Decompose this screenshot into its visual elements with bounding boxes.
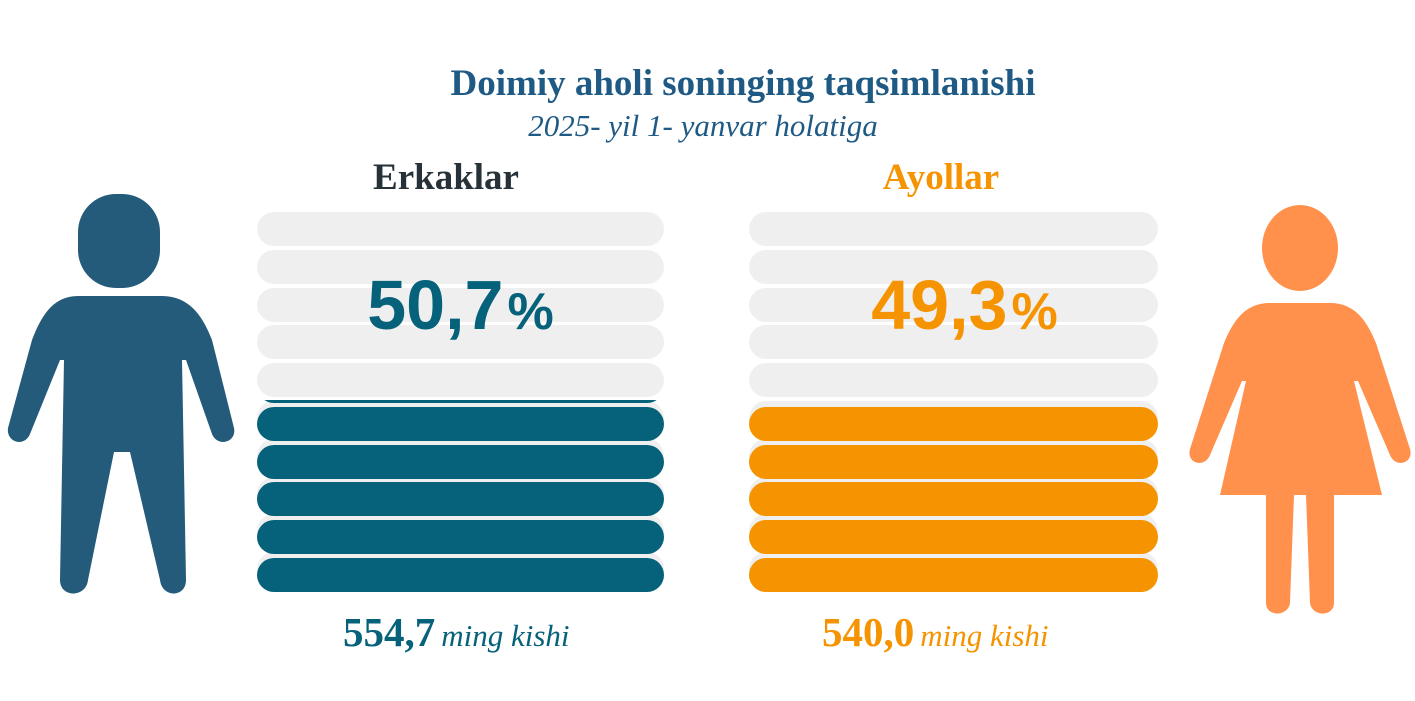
women-empty-bar — [749, 212, 1158, 246]
women-filled-bar — [749, 558, 1158, 592]
men-count-value: 554,7 — [343, 609, 436, 655]
men-empty-bar — [257, 325, 664, 360]
men-empty-bar — [257, 287, 664, 322]
men-filled-bar — [257, 406, 664, 441]
woman-icon — [1189, 205, 1411, 614]
chart-subtitle: 2025- yil 1- yanvar holatiga — [528, 108, 878, 143]
men-percent-value: 50,7 — [367, 266, 504, 344]
men-percent-symbol: % — [507, 283, 554, 341]
women-count: 540,0 ming kishi — [822, 608, 1049, 656]
men-filled-bar — [257, 444, 664, 479]
women-bar-stack — [749, 212, 1158, 592]
men-filled-bar — [257, 482, 664, 517]
men-filled-bar — [257, 400, 664, 403]
men-label: Erkaklar — [373, 157, 519, 198]
women-empty-bar — [749, 249, 1158, 284]
women-filled-bar — [749, 444, 1158, 479]
women-filled-bar — [749, 406, 1158, 441]
chart-title: Doimiy aholi soninging taqsimlanishi — [450, 63, 1036, 104]
women-label: Ayollar — [882, 157, 1000, 198]
women-filled-bar — [749, 482, 1158, 517]
women-percent: 49,3% — [760, 265, 1169, 345]
men-fill — [257, 400, 664, 592]
men-filled-bar — [257, 558, 664, 592]
women-empty-bar — [749, 325, 1158, 360]
women-percent-symbol: % — [1011, 283, 1058, 341]
men-empty-bar — [257, 363, 664, 398]
women-count-value: 540,0 — [822, 609, 915, 655]
women-fill — [749, 406, 1158, 592]
men-count-unit: ming kishi — [441, 618, 570, 653]
men-percent: 50,7% — [257, 265, 664, 345]
women-count-unit: ming kishi — [920, 618, 1049, 653]
men-empty-bar — [257, 249, 664, 284]
men-bar-stack — [257, 212, 664, 592]
women-percent-value: 49,3 — [871, 266, 1008, 344]
men-count: 554,7 ming kishi — [343, 608, 570, 656]
women-empty-bar — [749, 363, 1158, 398]
men-filled-bar — [257, 520, 664, 555]
women-empty-bar — [749, 287, 1158, 322]
women-filled-bar — [749, 520, 1158, 555]
men-empty-bar — [257, 212, 664, 246]
man-icon — [7, 194, 235, 594]
